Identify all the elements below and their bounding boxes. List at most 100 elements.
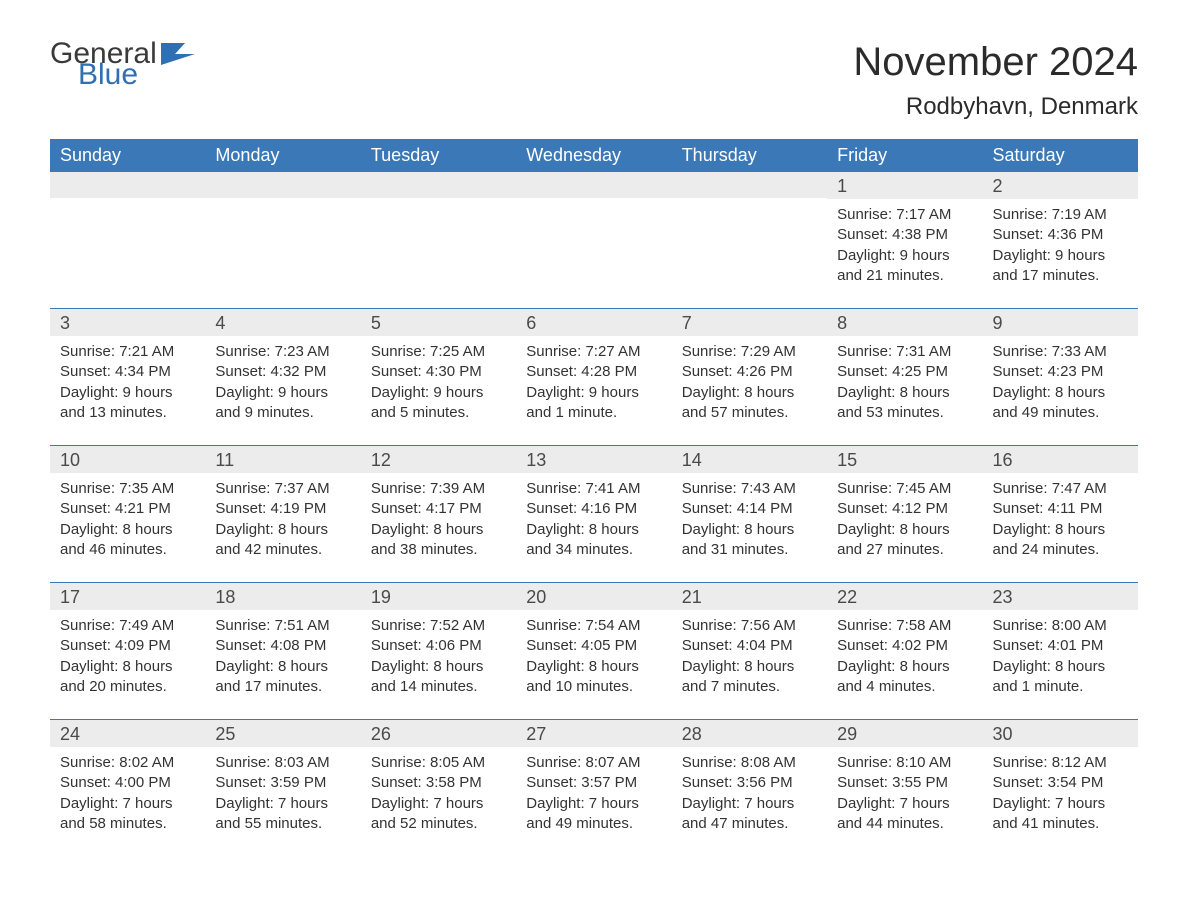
day-number: 8 xyxy=(827,309,982,336)
day-line: and 1 minute. xyxy=(993,677,1128,697)
day-cell xyxy=(672,172,827,290)
day-line: Sunrise: 7:19 AM xyxy=(993,205,1128,225)
day-line: Sunrise: 7:58 AM xyxy=(837,616,972,636)
day-cell: 12Sunrise: 7:39 AMSunset: 4:17 PMDayligh… xyxy=(361,446,516,564)
day-line: and 38 minutes. xyxy=(371,540,506,560)
day-content: Sunrise: 7:54 AMSunset: 4:05 PMDaylight:… xyxy=(516,610,671,701)
day-cell: 29Sunrise: 8:10 AMSunset: 3:55 PMDayligh… xyxy=(827,720,982,838)
day-content: Sunrise: 7:41 AMSunset: 4:16 PMDaylight:… xyxy=(516,473,671,564)
day-number xyxy=(50,172,205,198)
day-line: Daylight: 8 hours xyxy=(682,657,817,677)
day-content: Sunrise: 7:19 AMSunset: 4:36 PMDaylight:… xyxy=(983,199,1138,290)
day-number: 10 xyxy=(50,446,205,473)
day-cell: 24Sunrise: 8:02 AMSunset: 4:00 PMDayligh… xyxy=(50,720,205,838)
day-header-sunday: Sunday xyxy=(50,139,205,172)
day-line: and 55 minutes. xyxy=(215,814,350,834)
day-line: Daylight: 9 hours xyxy=(993,246,1128,266)
day-number: 2 xyxy=(983,172,1138,199)
day-cell: 1Sunrise: 7:17 AMSunset: 4:38 PMDaylight… xyxy=(827,172,982,290)
day-cell: 17Sunrise: 7:49 AMSunset: 4:09 PMDayligh… xyxy=(50,583,205,701)
day-line: Daylight: 8 hours xyxy=(371,657,506,677)
day-content: Sunrise: 7:35 AMSunset: 4:21 PMDaylight:… xyxy=(50,473,205,564)
day-number: 16 xyxy=(983,446,1138,473)
day-line: Daylight: 8 hours xyxy=(837,657,972,677)
day-line: Sunrise: 7:31 AM xyxy=(837,342,972,362)
day-line: Sunrise: 8:02 AM xyxy=(60,753,195,773)
day-line: and 5 minutes. xyxy=(371,403,506,423)
day-number: 30 xyxy=(983,720,1138,747)
title-block: November 2024 Rodbyhavn, Denmark xyxy=(853,40,1138,121)
day-line: Sunrise: 8:05 AM xyxy=(371,753,506,773)
day-number: 18 xyxy=(205,583,360,610)
day-cell: 13Sunrise: 7:41 AMSunset: 4:16 PMDayligh… xyxy=(516,446,671,564)
day-number: 11 xyxy=(205,446,360,473)
day-line: Sunset: 3:54 PM xyxy=(993,773,1128,793)
day-number xyxy=(205,172,360,198)
day-line: Sunset: 4:17 PM xyxy=(371,499,506,519)
day-content: Sunrise: 7:51 AMSunset: 4:08 PMDaylight:… xyxy=(205,610,360,701)
day-number: 22 xyxy=(827,583,982,610)
day-line: Sunrise: 8:03 AM xyxy=(215,753,350,773)
day-line: Daylight: 8 hours xyxy=(837,520,972,540)
day-line: and 34 minutes. xyxy=(526,540,661,560)
day-line: and 52 minutes. xyxy=(371,814,506,834)
day-line: Daylight: 9 hours xyxy=(60,383,195,403)
day-cell: 2Sunrise: 7:19 AMSunset: 4:36 PMDaylight… xyxy=(983,172,1138,290)
day-cell: 28Sunrise: 8:08 AMSunset: 3:56 PMDayligh… xyxy=(672,720,827,838)
day-line: Sunrise: 7:49 AM xyxy=(60,616,195,636)
week-row: 10Sunrise: 7:35 AMSunset: 4:21 PMDayligh… xyxy=(50,445,1138,564)
day-cell: 8Sunrise: 7:31 AMSunset: 4:25 PMDaylight… xyxy=(827,309,982,427)
day-line: Sunset: 4:11 PM xyxy=(993,499,1128,519)
day-line: Sunset: 4:28 PM xyxy=(526,362,661,382)
day-line: Daylight: 8 hours xyxy=(371,520,506,540)
day-line: Daylight: 8 hours xyxy=(215,520,350,540)
day-number xyxy=(361,172,516,198)
day-header-wednesday: Wednesday xyxy=(516,139,671,172)
day-cell: 30Sunrise: 8:12 AMSunset: 3:54 PMDayligh… xyxy=(983,720,1138,838)
day-line: Sunset: 4:08 PM xyxy=(215,636,350,656)
day-line: Daylight: 8 hours xyxy=(993,520,1128,540)
day-content: Sunrise: 7:58 AMSunset: 4:02 PMDaylight:… xyxy=(827,610,982,701)
day-content: Sunrise: 7:39 AMSunset: 4:17 PMDaylight:… xyxy=(361,473,516,564)
day-cell: 26Sunrise: 8:05 AMSunset: 3:58 PMDayligh… xyxy=(361,720,516,838)
day-content: Sunrise: 8:07 AMSunset: 3:57 PMDaylight:… xyxy=(516,747,671,838)
day-line: Sunrise: 7:52 AM xyxy=(371,616,506,636)
location: Rodbyhavn, Denmark xyxy=(853,93,1138,121)
day-line: Sunset: 4:14 PM xyxy=(682,499,817,519)
day-line: Sunset: 4:04 PM xyxy=(682,636,817,656)
day-number: 17 xyxy=(50,583,205,610)
day-line: Sunset: 4:34 PM xyxy=(60,362,195,382)
day-number: 5 xyxy=(361,309,516,336)
day-content: Sunrise: 7:43 AMSunset: 4:14 PMDaylight:… xyxy=(672,473,827,564)
day-line: Sunrise: 7:25 AM xyxy=(371,342,506,362)
day-line: Daylight: 8 hours xyxy=(993,383,1128,403)
day-cell: 7Sunrise: 7:29 AMSunset: 4:26 PMDaylight… xyxy=(672,309,827,427)
day-line: and 7 minutes. xyxy=(682,677,817,697)
day-line: Daylight: 7 hours xyxy=(682,794,817,814)
day-line: Sunset: 4:01 PM xyxy=(993,636,1128,656)
day-line: and 49 minutes. xyxy=(993,403,1128,423)
logo: General Blue xyxy=(50,40,195,88)
day-line: Sunset: 4:21 PM xyxy=(60,499,195,519)
day-cell: 18Sunrise: 7:51 AMSunset: 4:08 PMDayligh… xyxy=(205,583,360,701)
day-line: Sunset: 4:30 PM xyxy=(371,362,506,382)
month-title: November 2024 xyxy=(853,40,1138,85)
day-line: and 27 minutes. xyxy=(837,540,972,560)
day-number: 15 xyxy=(827,446,982,473)
day-line: Daylight: 8 hours xyxy=(526,657,661,677)
day-line: and 31 minutes. xyxy=(682,540,817,560)
day-line: Daylight: 8 hours xyxy=(682,520,817,540)
day-number: 12 xyxy=(361,446,516,473)
day-cell: 20Sunrise: 7:54 AMSunset: 4:05 PMDayligh… xyxy=(516,583,671,701)
day-line: Sunrise: 7:45 AM xyxy=(837,479,972,499)
day-line: Sunrise: 8:00 AM xyxy=(993,616,1128,636)
day-line: and 58 minutes. xyxy=(60,814,195,834)
day-line: Daylight: 7 hours xyxy=(60,794,195,814)
day-line: and 24 minutes. xyxy=(993,540,1128,560)
day-content: Sunrise: 7:31 AMSunset: 4:25 PMDaylight:… xyxy=(827,336,982,427)
day-number: 13 xyxy=(516,446,671,473)
day-cell: 5Sunrise: 7:25 AMSunset: 4:30 PMDaylight… xyxy=(361,309,516,427)
day-content: Sunrise: 7:56 AMSunset: 4:04 PMDaylight:… xyxy=(672,610,827,701)
day-cell xyxy=(516,172,671,290)
day-cell: 16Sunrise: 7:47 AMSunset: 4:11 PMDayligh… xyxy=(983,446,1138,564)
